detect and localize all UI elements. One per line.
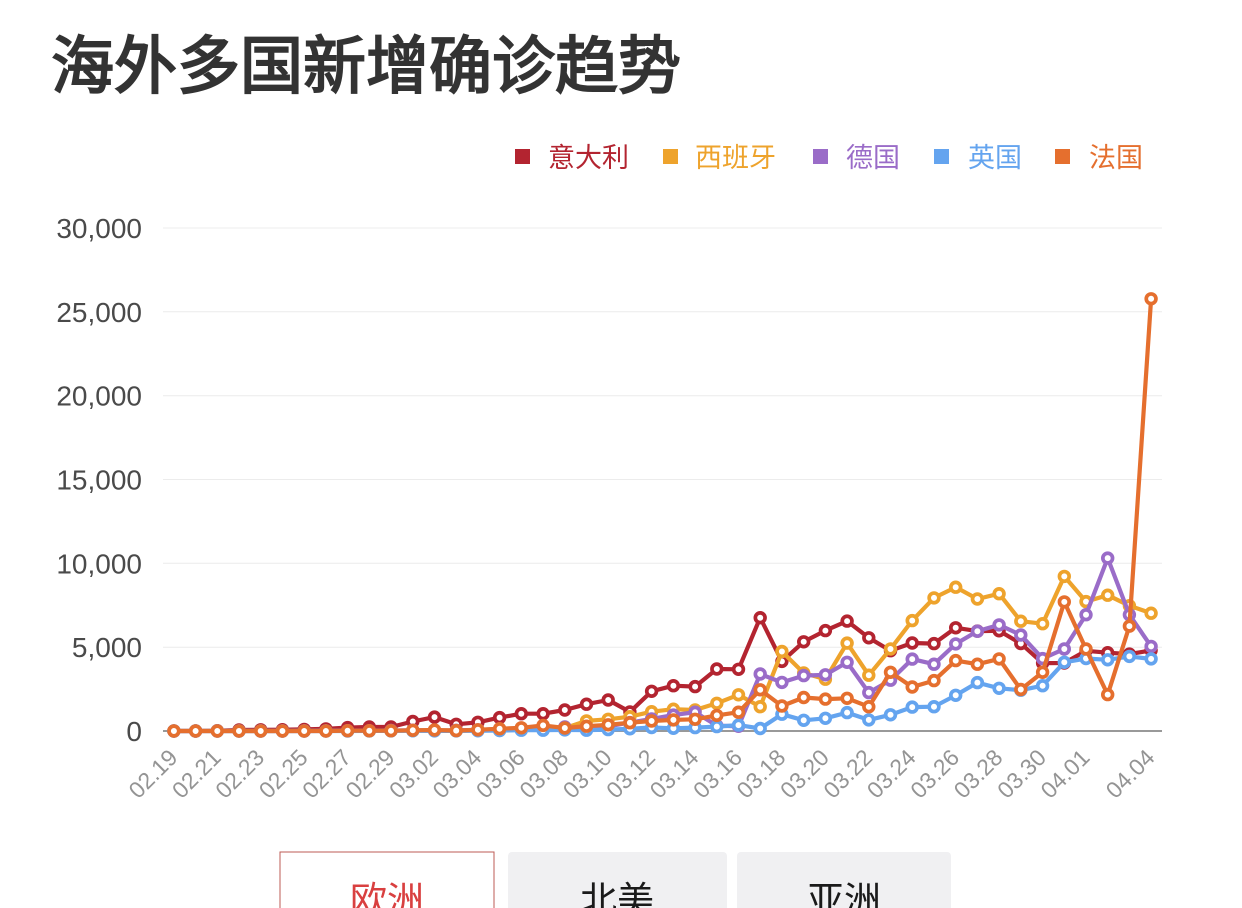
svg-text:25,000: 25,000 — [56, 297, 142, 328]
svg-text:03.30: 03.30 — [992, 744, 1051, 803]
svg-text:亚洲: 亚洲 — [807, 880, 881, 908]
svg-text:北美: 北美 — [580, 880, 654, 908]
svg-text:02.21: 02.21 — [167, 744, 226, 803]
svg-text:02.27: 02.27 — [297, 744, 356, 803]
svg-text:02.29: 02.29 — [340, 744, 399, 803]
svg-text:03.28: 03.28 — [949, 744, 1008, 803]
svg-text:03.24: 03.24 — [862, 744, 921, 803]
svg-text:02.23: 02.23 — [210, 744, 269, 803]
svg-text:西班牙: 西班牙 — [695, 143, 776, 173]
svg-text:德国: 德国 — [846, 143, 900, 173]
svg-text:02.19: 02.19 — [123, 744, 182, 803]
svg-text:03.26: 03.26 — [905, 744, 964, 803]
svg-text:03.02: 03.02 — [384, 744, 443, 803]
svg-text:0: 0 — [126, 716, 142, 747]
svg-text:15,000: 15,000 — [56, 465, 142, 496]
svg-text:10,000: 10,000 — [56, 548, 142, 579]
svg-text:03.06: 03.06 — [471, 744, 530, 803]
svg-text:意大利: 意大利 — [548, 143, 629, 173]
svg-text:03.22: 03.22 — [818, 744, 877, 803]
svg-text:03.12: 03.12 — [601, 744, 660, 803]
svg-text:20,000: 20,000 — [56, 381, 142, 412]
svg-text:30,000: 30,000 — [56, 213, 142, 244]
svg-text:5,000: 5,000 — [72, 632, 142, 663]
svg-text:02.25: 02.25 — [254, 744, 313, 803]
svg-text:欧洲: 欧洲 — [350, 880, 424, 908]
svg-text:04.04: 04.04 — [1101, 744, 1160, 803]
svg-text:法国: 法国 — [1089, 143, 1143, 173]
svg-text:海外多国新增确诊趋势: 海外多国新增确诊趋势 — [51, 32, 681, 102]
svg-text:03.20: 03.20 — [775, 744, 834, 803]
svg-text:03.08: 03.08 — [514, 744, 573, 803]
svg-text:英国: 英国 — [968, 143, 1022, 173]
svg-text:03.04: 03.04 — [427, 744, 486, 803]
svg-text:03.16: 03.16 — [688, 744, 747, 803]
svg-text:04.01: 04.01 — [1035, 744, 1094, 803]
svg-text:03.10: 03.10 — [558, 744, 617, 803]
svg-text:03.14: 03.14 — [645, 744, 704, 803]
svg-text:03.18: 03.18 — [731, 744, 790, 803]
